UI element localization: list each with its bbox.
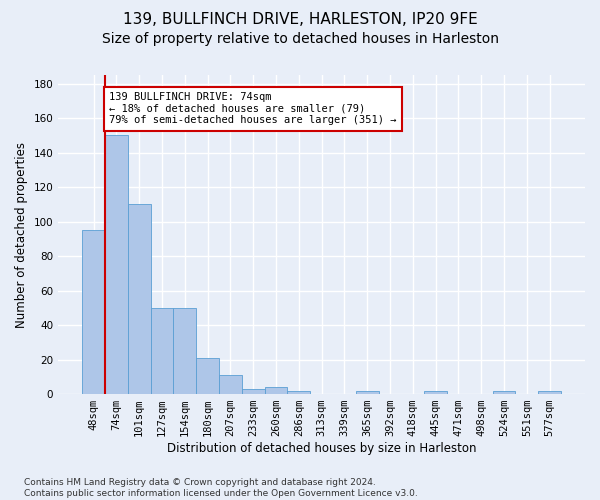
Bar xyxy=(287,390,310,394)
Bar xyxy=(82,230,105,394)
Bar xyxy=(538,390,561,394)
Text: Contains HM Land Registry data © Crown copyright and database right 2024.
Contai: Contains HM Land Registry data © Crown c… xyxy=(24,478,418,498)
Bar xyxy=(424,390,447,394)
X-axis label: Distribution of detached houses by size in Harleston: Distribution of detached houses by size … xyxy=(167,442,476,455)
Bar xyxy=(105,136,128,394)
Text: Size of property relative to detached houses in Harleston: Size of property relative to detached ho… xyxy=(101,32,499,46)
Bar xyxy=(265,387,287,394)
Bar xyxy=(128,204,151,394)
Bar xyxy=(242,389,265,394)
Y-axis label: Number of detached properties: Number of detached properties xyxy=(15,142,28,328)
Bar xyxy=(196,358,219,394)
Text: 139, BULLFINCH DRIVE, HARLESTON, IP20 9FE: 139, BULLFINCH DRIVE, HARLESTON, IP20 9F… xyxy=(122,12,478,28)
Bar xyxy=(493,390,515,394)
Text: 139 BULLFINCH DRIVE: 74sqm
← 18% of detached houses are smaller (79)
79% of semi: 139 BULLFINCH DRIVE: 74sqm ← 18% of deta… xyxy=(109,92,397,126)
Bar xyxy=(151,308,173,394)
Bar xyxy=(356,390,379,394)
Bar xyxy=(173,308,196,394)
Bar xyxy=(219,375,242,394)
